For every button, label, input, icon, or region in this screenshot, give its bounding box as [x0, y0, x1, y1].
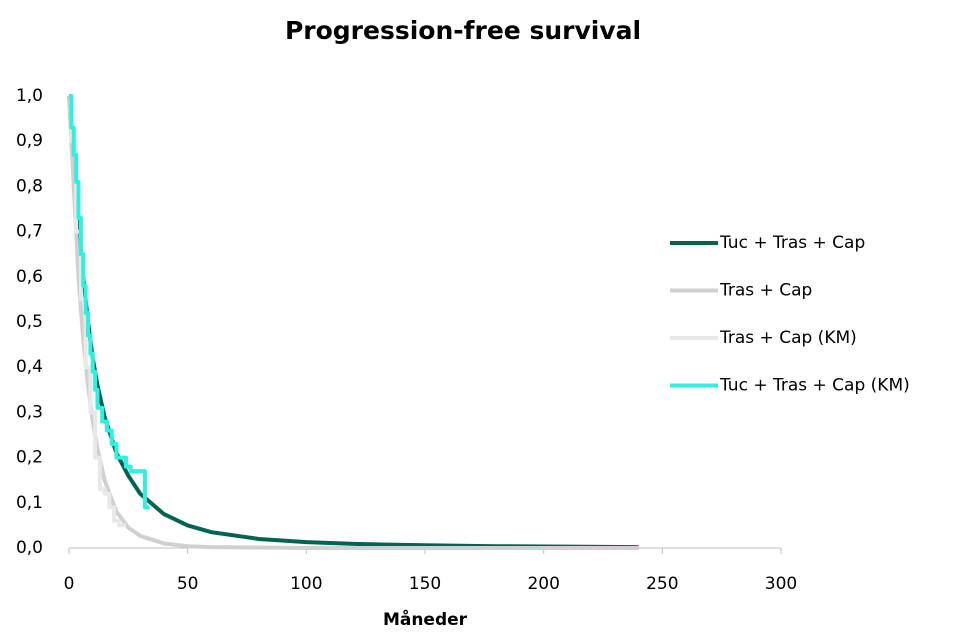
- y-tick-label: 0,2: [16, 448, 43, 468]
- y-tick-label: 0,9: [16, 131, 43, 151]
- y-tick-label: 0,0: [16, 538, 43, 558]
- legend-label: Tuc + Tras + Cap (KM): [719, 376, 910, 396]
- series-line: [69, 94, 126, 528]
- y-tick-label: 1,0: [16, 86, 43, 106]
- y-tick-label: 0,8: [16, 176, 43, 196]
- y-tick-label: 0,5: [16, 312, 43, 332]
- x-tick-label: 150: [409, 574, 441, 594]
- legend-label: Tuc + Tras + Cap: [719, 233, 865, 253]
- legend-label: Tras + Cap (KM): [719, 328, 857, 348]
- y-tick-label: 0,4: [16, 357, 43, 377]
- x-tick-label: 200: [527, 574, 559, 594]
- series-line: [69, 94, 150, 510]
- series-line: [67, 95, 639, 550]
- x-tick-label: 250: [646, 574, 678, 594]
- x-axis-title: Måneder: [383, 608, 468, 630]
- chart-title: Progression-free survival: [285, 16, 641, 45]
- x-tick-label: 50: [177, 574, 199, 594]
- y-tick-label: 0,1: [16, 493, 43, 513]
- y-tick-label: 0,6: [16, 267, 43, 287]
- x-tick-label: 100: [290, 574, 322, 594]
- x-tick-label: 0: [64, 574, 75, 594]
- x-tick-label: 300: [765, 574, 797, 594]
- y-tick-label: 0,3: [16, 402, 43, 422]
- legend-label: Tras + Cap: [719, 281, 812, 301]
- series-line: [67, 95, 639, 550]
- y-tick-label: 0,7: [16, 222, 43, 242]
